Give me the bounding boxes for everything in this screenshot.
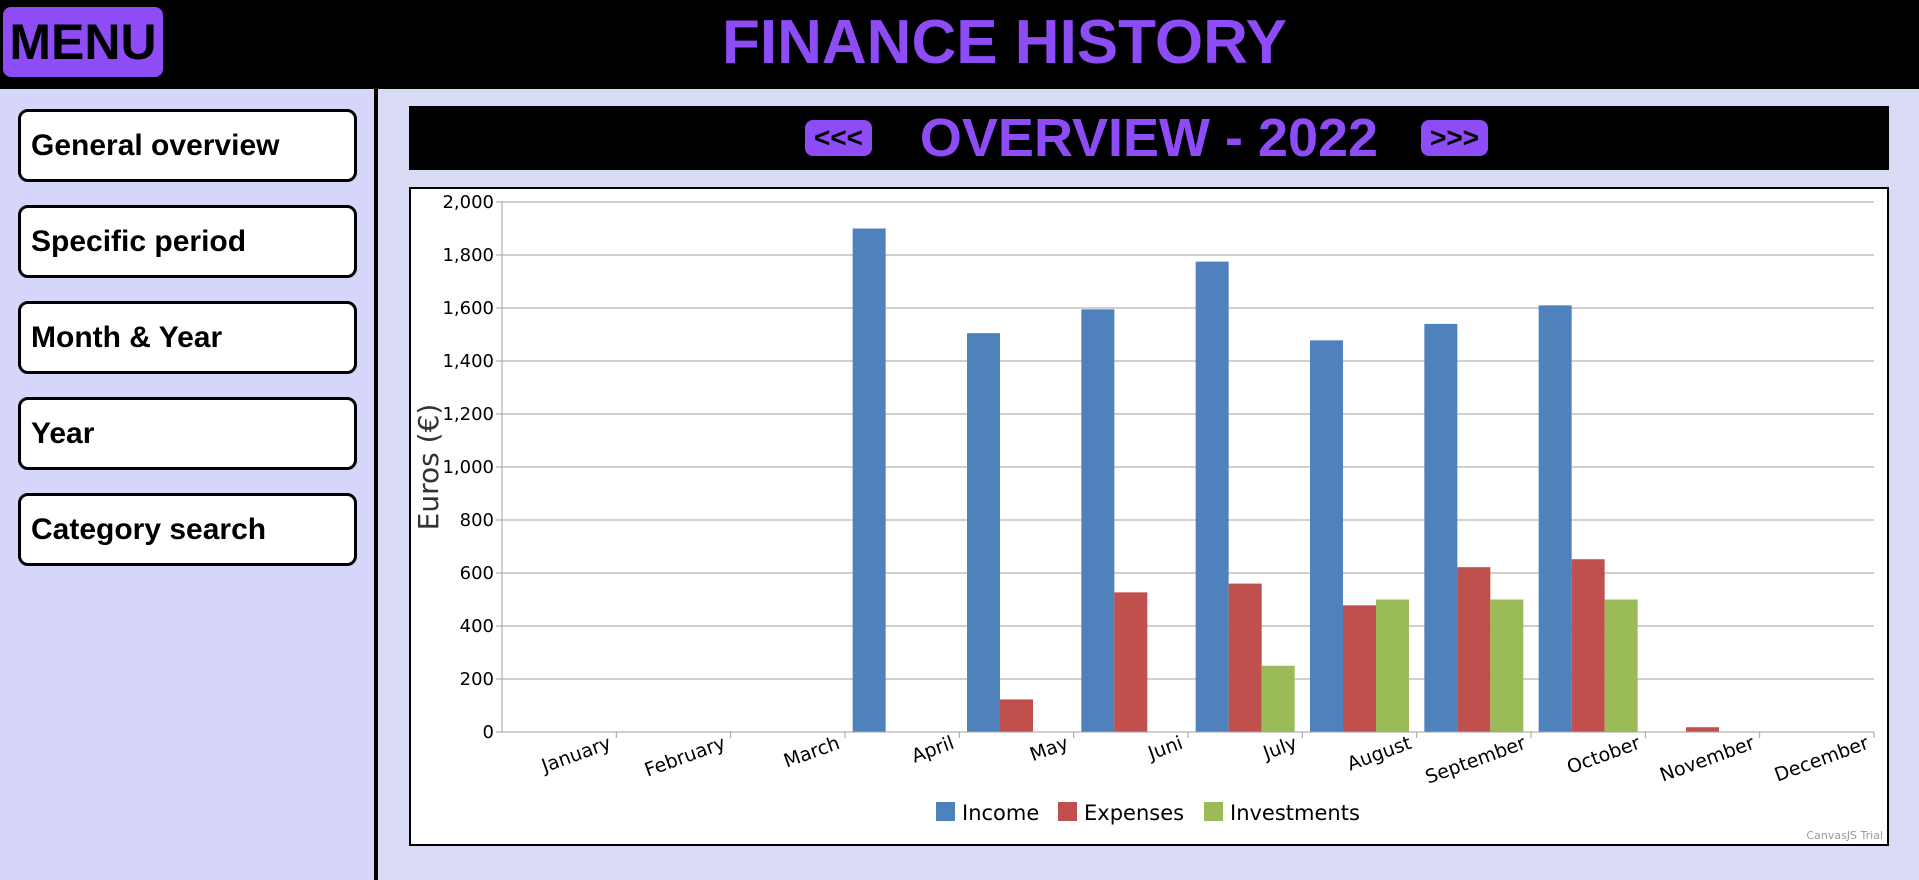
x-tick-label: December [1772, 732, 1872, 786]
y-tick-label: 600 [460, 563, 494, 584]
x-tick-label: October [1564, 732, 1643, 779]
bar-chart-svg: 0 200 400 600 800 1,000 1,200 1,400 1,600 1,800 2,… [412, 192, 1875, 825]
x-tick-label: March [781, 732, 843, 772]
y-axis-title: Euros (€) [412, 404, 445, 531]
x-tick-label: Juni [1144, 732, 1185, 765]
bar-income-juni [1081, 309, 1115, 732]
chart-watermark: CanvasJS Trial [1806, 829, 1883, 842]
sidebar-item-category-search[interactable]: Category search [18, 493, 357, 566]
y-tick-label: 1,400 [442, 351, 494, 372]
bar-investments-july [1261, 665, 1295, 732]
legend-swatch-investments [1204, 802, 1223, 821]
legend-label-investments: Investments [1230, 801, 1360, 825]
sidebar-item-general-overview[interactable]: General overview [18, 109, 357, 182]
bar-income-july [1195, 261, 1229, 732]
legend-label-expenses: Expenses [1084, 801, 1184, 825]
bar-expenses-october [1571, 559, 1605, 732]
bar-expenses-juni [1114, 592, 1148, 732]
bar-investments-september [1490, 599, 1524, 732]
overview-chart: 0 200 400 600 800 1,000 1,200 1,400 1,600 1,800 2,… [409, 187, 1889, 846]
bar-investments-august [1376, 599, 1409, 732]
bar-expenses-august [1343, 605, 1376, 732]
sidebar-item-year[interactable]: Year [18, 397, 357, 470]
x-tick-label: September [1422, 732, 1528, 789]
legend-swatch-expenses [1058, 802, 1077, 821]
bar-income-august [1310, 340, 1343, 732]
bar-expenses-september [1457, 567, 1491, 732]
top-bar: FINANCE HISTORY MENU [0, 0, 1919, 89]
sidebar-item-month-year[interactable]: Month & Year [18, 301, 357, 374]
x-tick-label: May [1027, 732, 1071, 766]
y-tick-label: 1,000 [442, 457, 494, 478]
y-tick-label: 1,600 [442, 298, 494, 319]
sidebar: General overview Specific period Month &… [0, 89, 378, 880]
sidebar-item-specific-period[interactable]: Specific period [18, 205, 357, 278]
y-tick-label: 1,200 [442, 404, 494, 425]
x-tick-label: February [642, 732, 729, 781]
period-title: OVERVIEW - 2022 [919, 108, 1379, 168]
y-tick-label: 400 [460, 616, 494, 637]
y-tick-label: 0 [483, 722, 494, 743]
x-tick-label: August [1344, 732, 1414, 775]
y-tick-label: 1,800 [442, 245, 494, 266]
next-period-button[interactable]: >>> [1421, 120, 1488, 156]
bar-income-october [1538, 305, 1572, 732]
period-header: <<< OVERVIEW - 2022 >>> [409, 106, 1889, 170]
y-tick-label: 200 [460, 669, 494, 690]
x-tick-label: January [538, 732, 614, 778]
legend-label-income: Income [962, 801, 1039, 825]
bar-income-september [1424, 323, 1458, 732]
bar-expenses-may [1000, 699, 1033, 732]
legend-swatch-income [936, 802, 955, 821]
bar-income-may [967, 333, 1000, 732]
bar-expenses-november [1686, 727, 1719, 732]
main-content: <<< OVERVIEW - 2022 >>> 0 200 400 600 800 1,0… [378, 89, 1919, 880]
x-tick-label: November [1657, 732, 1758, 787]
menu-button[interactable]: MENU [3, 7, 163, 77]
x-tick-label: April [909, 732, 957, 768]
bar-investments-october [1604, 599, 1638, 732]
y-tick-label: 2,000 [442, 192, 494, 213]
bar-expenses-july [1228, 583, 1262, 732]
y-tick-label: 800 [460, 510, 494, 531]
x-tick-label: July [1259, 732, 1300, 765]
page-title: FINANCE HISTORY [722, 8, 1287, 77]
bar-income-april [852, 228, 886, 732]
previous-period-button[interactable]: <<< [805, 120, 872, 156]
